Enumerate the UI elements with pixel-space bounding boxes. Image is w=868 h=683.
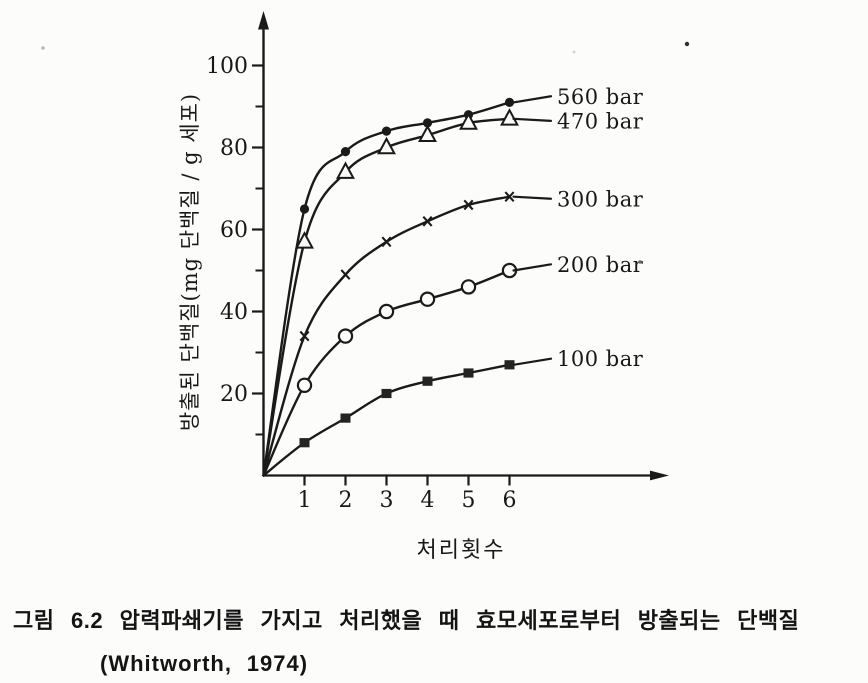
series-200-bar [262,262,518,477]
marker-filled-circle-560-bar [422,118,433,128]
legend-label-470-bar: 470 bar [557,109,644,133]
marker-filled-square-100-bar [463,368,474,378]
series-560-bar [262,97,515,477]
marker-filled-square-100-bar [422,376,433,386]
x-axis-title: 처리횟수 [417,538,506,563]
scan-speck [638,260,642,264]
legend-connector-200-bar [512,263,553,272]
marker-open-triangle-470-bar [418,124,437,142]
marker-filled-circle-560-bar [340,147,351,157]
x-tick-label: 1 [298,488,312,513]
marker-filled-square-100-bar [381,388,392,399]
marker-x-cross-300-bar [299,330,310,342]
x-tick-label: 6 [503,488,517,513]
marker-open-circle-200-bar [378,303,395,320]
legend-connector-560-bar [512,95,553,104]
marker-open-circle-200-bar [296,377,313,393]
marker-open-triangle-470-bar [500,108,519,126]
marker-open-circle-200-bar [460,279,477,295]
marker-filled-square-100-bar [299,438,310,448]
y-axis-title: 방출된 단백질(mg 단백질 / g 세포) [178,93,202,431]
scan-speck [684,41,690,47]
marker-open-triangle-470-bar [295,231,314,249]
x-tick-label: 4 [421,488,435,513]
axes [258,11,669,481]
marker-filled-circle-560-bar [504,97,515,107]
series-100-bar [262,360,515,477]
legend-connector-300-bar [512,195,553,200]
y-axis-arrowhead [258,11,269,30]
scan-speck [41,46,45,50]
scan-speck [572,50,576,54]
marker-open-triangle-470-bar [377,136,396,155]
scan-specks [41,41,690,264]
marker-open-circle-200-bar [419,291,436,307]
series-300-bar [262,191,515,477]
marker-x-cross-300-bar [504,191,515,203]
marker-open-triangle-470-bar [459,112,478,130]
series-470-bar [262,108,519,477]
legend-connector-470-bar [512,117,553,122]
marker-x-cross-300-bar [463,199,474,211]
marker-open-circle-200-bar [337,328,354,344]
data-series [262,97,519,477]
y-axis-ticks: 20 40 60 80 100 [206,54,264,436]
legend-connector-100-bar [512,357,553,366]
y-tick-label: 80 [220,136,248,161]
marker-filled-circle-560-bar [299,204,310,214]
marker-x-cross-300-bar [381,236,392,248]
series-curve-300-bar [262,195,511,477]
y-tick-label: 20 [220,382,248,407]
figure-caption-line1: 그림 6.2 압력파쇄기를 가지고 처리했을 때 효모세포로부터 방출되는 단백… [13,608,800,633]
figure-caption-line2: (Whitworth, 1974) [100,651,309,676]
y-tick-label: 100 [206,54,248,79]
legend-label-200-bar: 200 bar [557,253,644,277]
series-curve-470-bar [262,117,511,477]
legend-label-300-bar: 300 bar [557,187,644,211]
y-tick-label: 40 [220,300,248,325]
legend-label-560-bar: 560 bar [557,85,644,109]
marker-x-cross-300-bar [340,269,351,280]
y-tick-label: 60 [220,218,248,243]
marker-filled-circle-560-bar [381,126,392,136]
marker-x-cross-300-bar [422,215,433,227]
x-tick-label: 3 [380,488,394,513]
x-tick-label: 5 [462,488,476,513]
x-axis-arrowhead [650,470,669,481]
marker-filled-square-100-bar [340,413,351,423]
legend-label-100-bar: 100 bar [557,347,644,371]
x-tick-label: 2 [339,488,353,513]
x-axis-ticks: 1 2 3 4 5 6 [298,476,517,513]
marker-open-triangle-470-bar [336,161,355,179]
marker-filled-square-100-bar [504,360,515,370]
